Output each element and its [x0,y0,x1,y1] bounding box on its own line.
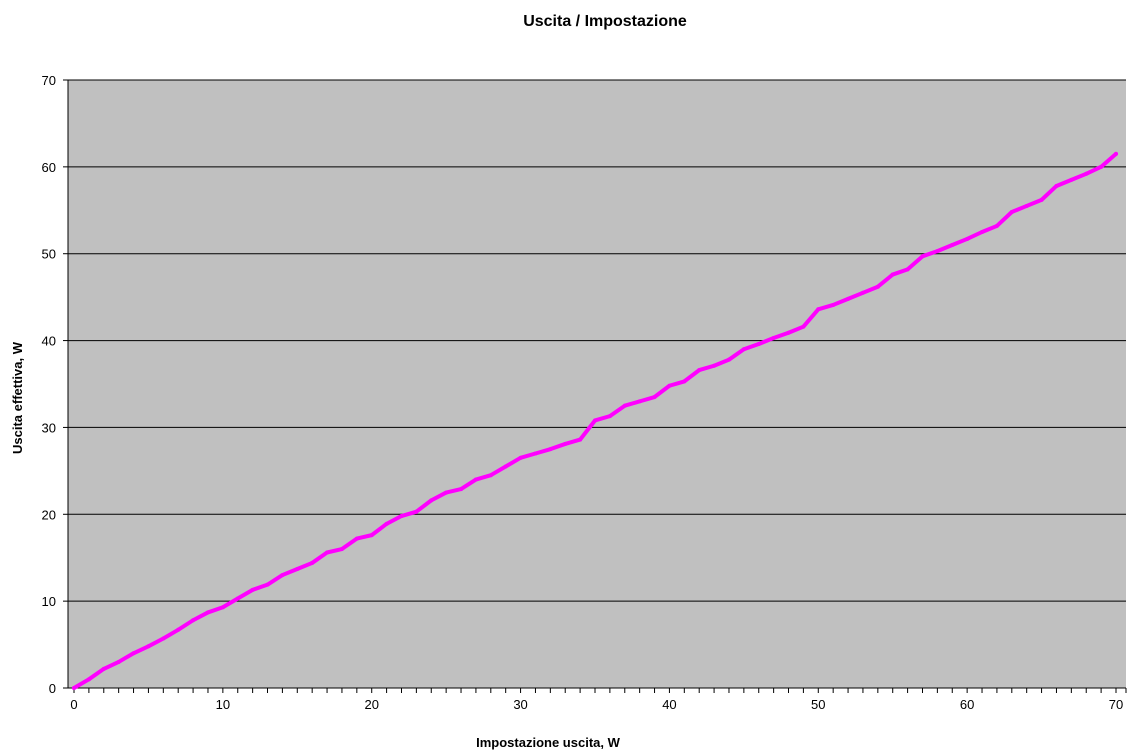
x-tick-label: 60 [960,697,974,712]
data-point [905,267,910,272]
data-point [578,437,583,442]
data-point [295,567,300,572]
data-point [1099,164,1104,169]
data-point [414,509,419,514]
data-point [860,290,865,295]
y-tick-label: 20 [42,507,56,522]
data-point [339,547,344,552]
data-point [994,223,999,228]
data-point [920,254,925,259]
data-point [310,560,315,565]
y-tick-label: 10 [42,594,56,609]
data-point [816,307,821,312]
chart-title: Uscita / Impostazione [523,13,687,30]
data-point [116,659,121,664]
data-point [1084,171,1089,176]
data-point [220,605,225,610]
data-point [771,335,776,340]
x-tick-label: 20 [364,697,378,712]
data-point [831,302,836,307]
data-point [593,418,597,423]
data-point [146,644,151,649]
data-point [503,464,508,469]
data-point [1039,197,1044,202]
data-point [280,573,285,578]
data-point [890,272,895,277]
y-tick-label: 30 [42,420,56,435]
data-point [741,347,746,352]
data-point [444,490,449,495]
data-point [72,686,76,690]
data-point [1009,210,1014,215]
data-point [325,550,330,555]
data-point [161,636,166,641]
y-tick-label: 50 [42,247,56,262]
y-axis-label: Uscita effettiva, W [10,341,25,454]
data-point [622,403,627,408]
data-point [652,395,657,400]
data-point [1024,203,1029,208]
x-tick-label: 50 [811,697,825,712]
plot-area [68,80,1126,688]
data-point [801,324,806,329]
series-group [72,151,1118,690]
data-point [533,451,538,456]
data-point [786,330,791,335]
data-point [131,651,136,656]
data-point [235,596,240,601]
y-tick-label: 0 [49,681,56,696]
data-point [935,249,940,254]
data-point [86,677,91,682]
x-tick-label: 30 [513,697,527,712]
data-point [384,521,389,526]
y-tick-label: 70 [42,73,56,88]
data-point [607,414,612,419]
data-point [682,379,687,384]
y-tick-label: 60 [42,160,56,175]
data-point [726,357,731,362]
data-point [548,447,553,452]
x-axis-label: Impostazione uscita, W [476,735,620,750]
data-point [875,284,880,289]
data-point [965,236,970,241]
data-point [712,363,717,368]
x-tick-label: 40 [662,697,676,712]
data-point [459,487,464,492]
data-point [637,399,642,404]
x-axis-ticks: 0 10 20 30 40 50 60 70 [70,688,1127,712]
data-point [205,610,210,615]
data-point [399,514,404,519]
data-point [101,666,106,671]
data-point [354,536,359,541]
data-point [756,342,761,347]
data-point [176,627,181,632]
data-point [846,296,851,301]
data-point [250,587,255,592]
data-point [667,383,672,388]
y-axis-ticks: 0 10 20 30 40 50 60 70 [42,73,68,696]
data-point [473,477,478,482]
data-point [369,533,374,538]
data-point [1069,177,1074,182]
axes [67,80,1126,689]
data-point [1054,183,1059,188]
x-tick-label: 10 [216,697,230,712]
y-tick-label: 40 [42,334,56,349]
data-point [265,582,270,587]
data-point [697,368,702,373]
x-tick-label: 70 [1109,697,1123,712]
data-point [191,618,196,623]
data-point [488,473,493,478]
data-point [950,243,955,248]
data-point [429,498,434,503]
data-point [518,455,523,460]
data-point [1114,151,1118,156]
gridlines [68,79,1126,602]
data-point [563,441,568,446]
x-tick-label: 0 [70,697,77,712]
data-point [980,230,985,234]
